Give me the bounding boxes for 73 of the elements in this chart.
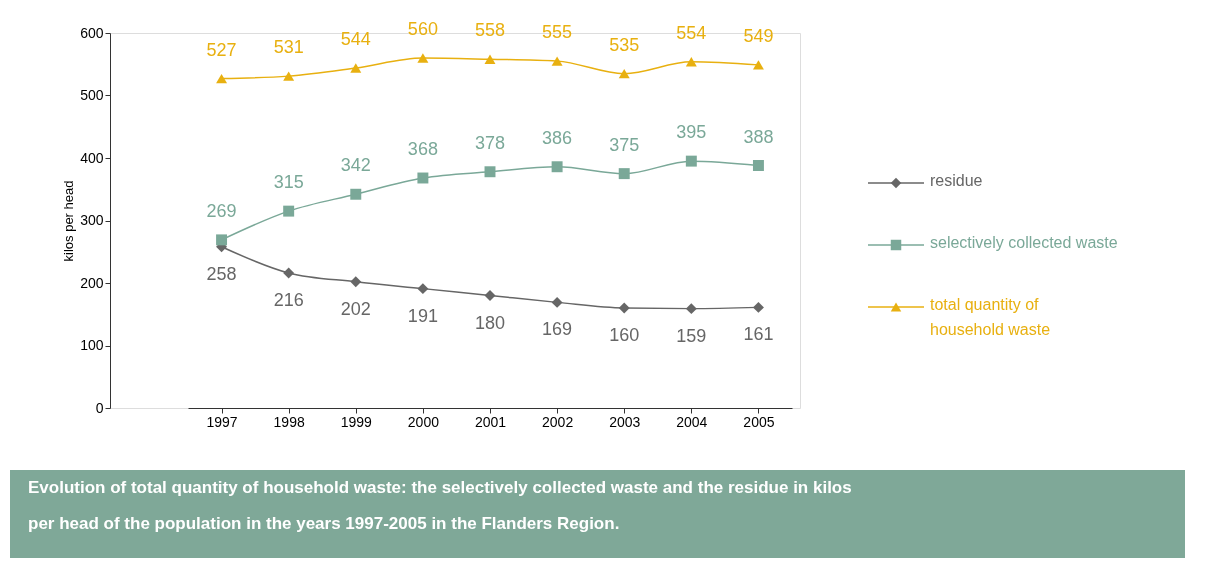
data-label: 191 xyxy=(407,305,438,326)
point xyxy=(350,63,362,73)
point xyxy=(216,73,228,84)
y-tick-label: 100 xyxy=(80,337,104,353)
data-label: 555 xyxy=(542,22,573,43)
x-tick-label: 2003 xyxy=(609,413,641,430)
point xyxy=(551,56,563,66)
legend-label: total quantity of household waste xyxy=(930,296,1051,338)
data-label: 160 xyxy=(609,325,640,345)
data-label: 368 xyxy=(407,139,438,159)
y-tick-label: 200 xyxy=(80,274,104,291)
data-label: 386 xyxy=(542,127,573,148)
y-axis-title: kilos per head xyxy=(61,180,77,262)
data-label: 535 xyxy=(609,34,640,55)
point xyxy=(283,71,295,81)
legend-label: residue xyxy=(930,172,983,189)
point xyxy=(417,283,429,295)
x-tick-label: 2001 xyxy=(474,413,507,430)
data-label: 388 xyxy=(743,126,774,147)
point xyxy=(618,302,630,314)
point xyxy=(350,188,362,200)
point xyxy=(752,301,764,313)
data-label: 169 xyxy=(542,319,573,340)
data-label: 258 xyxy=(206,263,237,284)
data-label: 560 xyxy=(407,19,438,39)
data-label: 558 xyxy=(474,20,506,41)
x-tick-label: 2005 xyxy=(743,413,775,430)
y-tick-label: 400 xyxy=(80,149,104,166)
data-label: 395 xyxy=(676,122,707,143)
y-tick-label: 0 xyxy=(95,399,104,416)
point xyxy=(618,68,630,79)
point xyxy=(752,160,764,171)
point xyxy=(417,53,429,63)
legend-label: selectively collected waste xyxy=(930,234,1118,251)
text: Evolution of total quantity of household waste: the selectively collected waste and the residue in kilos per head of the population in the years 1997-2005 in the Flanders Region. xyxy=(28,478,852,533)
data-label: 161 xyxy=(743,324,774,345)
y-tick-label: 500 xyxy=(80,87,104,103)
x-tick-label: 1997 xyxy=(206,413,238,430)
x-tick-label: 2000 xyxy=(407,413,440,430)
y-tick-label: 600 xyxy=(80,24,104,41)
data-label: 269 xyxy=(206,200,237,221)
point xyxy=(283,267,295,279)
point xyxy=(283,205,295,217)
point xyxy=(484,166,496,178)
data-label: 378 xyxy=(474,132,506,153)
data-label: 159 xyxy=(676,325,707,346)
data-label: 315 xyxy=(273,172,304,193)
point xyxy=(484,54,496,64)
data-label: 180 xyxy=(474,312,506,333)
data-label: 375 xyxy=(609,134,640,155)
data-label: 544 xyxy=(340,29,371,49)
point xyxy=(350,276,362,288)
data-label: 549 xyxy=(743,25,774,46)
data-label: 531 xyxy=(273,37,304,58)
data-label: 202 xyxy=(340,298,371,319)
point xyxy=(216,234,228,246)
point xyxy=(685,303,697,315)
y-tick-label: 300 xyxy=(80,212,104,228)
point xyxy=(417,172,429,184)
point xyxy=(618,168,630,180)
point xyxy=(685,57,697,67)
x-tick-label: 1998 xyxy=(273,413,305,430)
data-label: 554 xyxy=(676,22,707,43)
point xyxy=(551,161,563,173)
data-label: 216 xyxy=(273,290,304,310)
x-tick-label: 2004 xyxy=(676,413,708,430)
point xyxy=(551,296,563,308)
x-tick-label: 2002 xyxy=(542,413,574,430)
x-tick-label: 1999 xyxy=(340,413,373,430)
point xyxy=(685,155,697,167)
data-label: 527 xyxy=(206,39,237,60)
point xyxy=(752,60,764,70)
data-label: 342 xyxy=(340,155,371,176)
